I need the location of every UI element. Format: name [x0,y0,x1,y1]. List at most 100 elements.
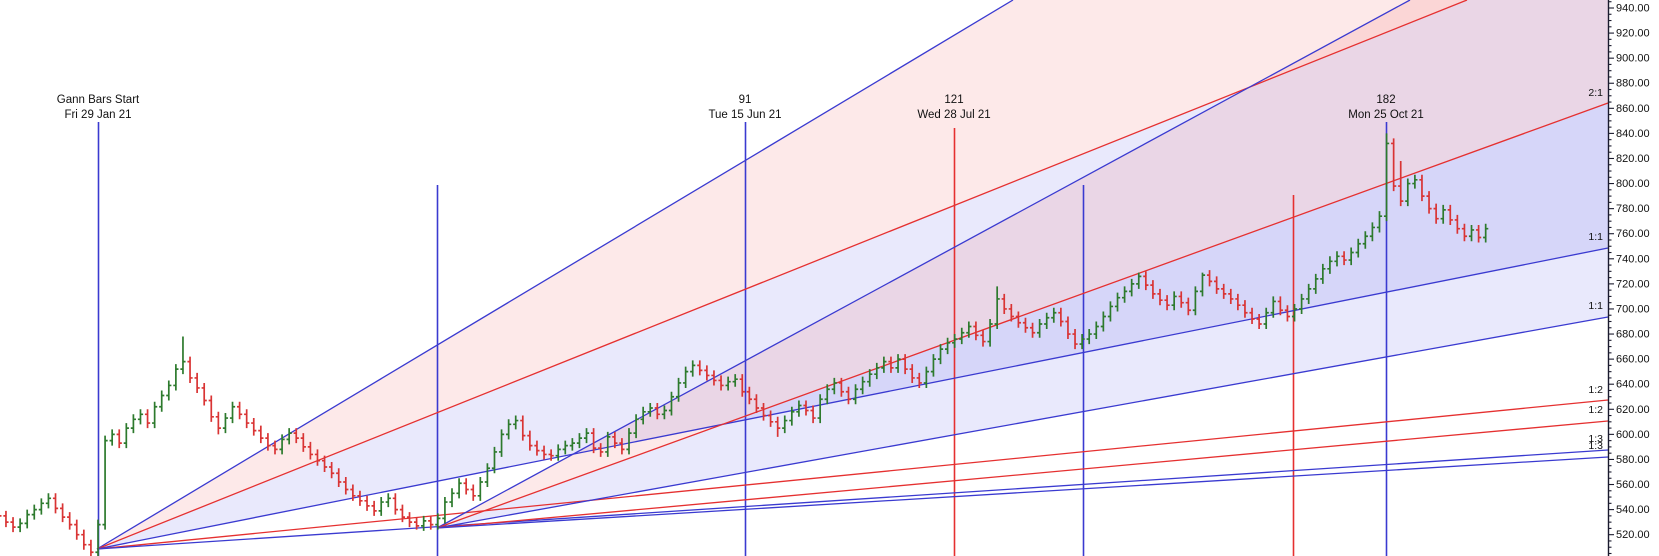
ohlc-bar-down [1235,293,1241,311]
ohlc-bar-up [1107,301,1114,322]
ohlc-bar-up [1263,307,1269,330]
ohlc-bar-up [668,391,675,416]
ohlc-bar-up [435,513,441,530]
ohlc-bar-down [1178,291,1184,308]
fan-jan-line-1x2[interactable] [96,399,1609,550]
ohlc-bar-up [952,334,958,348]
ohlc-bar-down [406,512,413,528]
ohlc-bar-up [1313,273,1319,294]
fan-jan-line-1x3[interactable] [96,449,1609,550]
ohlc-bar-up [1327,256,1333,274]
date-marker-label-line2: Wed 28 Jul 21 [917,109,990,121]
ohlc-bar-down [520,415,526,441]
fan-second-pink-zone [437,0,1608,528]
ohlc-bar-down [803,400,809,416]
price-axis-tick-label: 660.00 [1616,354,1650,366]
ohlc-bar-up [378,497,384,516]
ohlc-bar-up [1129,278,1135,297]
date-marker-label-line2: Mon 25 Oct 21 [1348,109,1423,121]
ohlc-bar-down [768,410,774,427]
ohlc-bar-down [1221,283,1227,299]
ohlc-bar-up [24,509,30,529]
ohlc-bar-down [1214,276,1220,294]
fan-jan-line-3x1[interactable] [96,0,1014,550]
ohlc-bar-down [364,495,370,511]
ohlc-bar-down [1454,214,1460,234]
ohlc-bar-up [1306,283,1312,304]
fan-second-line-1x2[interactable] [436,420,1609,529]
ohlc-bar-up [222,413,229,434]
ohlc-bar-down [392,493,398,515]
ohlc-bar-down [321,455,328,472]
ohlc-bar-up [1192,286,1198,316]
ohlc-bar-down [534,440,540,456]
ohlc-bar-up [732,374,738,387]
ohlc-bar-down [357,490,363,506]
ohlc-bar-down [201,382,207,406]
ohlc-bar-up [640,406,646,425]
ohlc-bar-up [1468,224,1475,242]
ohlc-bar-up [1320,263,1326,284]
price-axis-tick-label: 520.00 [1616,529,1650,541]
ohlc-bar-down [1228,288,1234,304]
ohlc-bar-up [633,414,639,439]
fan-jan-line-1x1[interactable] [96,247,1609,550]
ohlc-bar-up [1122,286,1128,303]
ohlc-bar-up [937,344,944,365]
ohlc-bar-down [591,428,597,454]
ohlc-bar-up [1348,247,1354,266]
ohlc-bar-down [428,515,434,530]
ohlc-bar-down [1461,223,1468,242]
ohlc-bar-down [237,401,243,420]
ohlc-bar-down [1150,280,1156,299]
ohlc-bar-up [966,321,972,338]
fan-second-line-3x1[interactable] [436,0,1411,529]
ohlc-bar-up [1051,307,1057,323]
ohlc-bar-down [1391,138,1397,192]
price-axis-tick-label: 560.00 [1616,479,1650,491]
ohlc-bar-down [1143,271,1149,291]
ohlc-bar-down [265,433,271,451]
ohlc-bar-up [831,377,837,395]
ohlc-bar-up [576,433,583,449]
ohlc-bar-up [1334,251,1340,267]
ohlc-bar-down [845,386,852,405]
fan-second-line-1x1[interactable] [436,316,1609,529]
ohlc-bar-up [123,423,129,449]
ohlc-bar-up [930,354,937,377]
ohlc-bar-down [350,484,356,501]
ohlc-bar-up [605,431,611,457]
ohlc-bar-down [81,529,87,550]
price-axis-tick-label: 860.00 [1616,103,1650,115]
price-axis[interactable]: 520.00 540.00 560.00 580.00 600.00 620.00 640.… [1607,0,1659,556]
ohlc-bar-up [852,384,859,405]
ohlc-bar-down [1008,303,1014,322]
ohlc-bar-up [45,493,52,509]
ohlc-bar-up [881,356,887,373]
ohlc-bar-up [477,476,483,501]
ohlc-bar-up [484,463,490,488]
date-marker-label-line2: Tue 15 Jun 21 [708,109,781,121]
ohlc-bar-up [491,446,498,474]
ohlc-bar-up [1299,293,1305,314]
ohlc-bar-down [74,519,80,540]
fan-ratio-label: 1:1 [1588,300,1603,312]
fan-second-line-1x3[interactable] [436,456,1609,529]
price-axis-tick-label: 940.00 [1616,3,1650,15]
ohlc-bar-up [279,434,285,455]
ohlc-bar-up [498,429,505,457]
ohlc-bar-down [414,517,420,530]
date-marker-label-line1: 182 [1376,94,1395,106]
ohlc-bar-down [60,503,66,523]
ohlc-bar-up [442,497,448,524]
date-marker-label-line2: Fri 29 Jan 21 [64,109,131,121]
ohlc-bar-up [152,401,158,429]
price-axis-tick-label: 640.00 [1616,379,1650,391]
ohlc-bar-up [867,369,873,387]
ohlc-bar-down [343,476,349,495]
ohlc-bar-up [1383,133,1390,222]
ohlc-bar-up [690,360,696,377]
fan-second-line-2x1[interactable] [436,102,1609,529]
ohlc-bar-down [1419,174,1425,202]
